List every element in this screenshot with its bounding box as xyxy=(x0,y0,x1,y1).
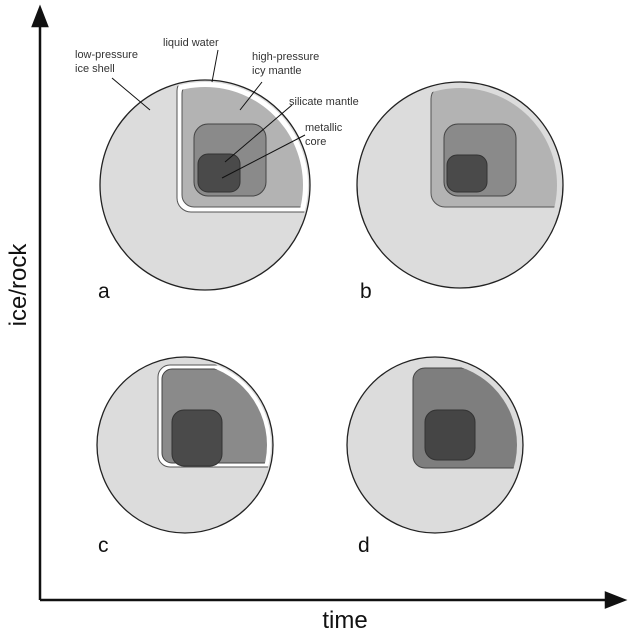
y-axis-label: ice/rock xyxy=(5,243,32,327)
annotation: metallic core xyxy=(305,122,343,148)
panel-label: a xyxy=(98,280,110,303)
panel-label: b xyxy=(360,280,372,303)
body-d xyxy=(346,356,524,534)
annotation: high-pressure icy mantle xyxy=(252,51,319,77)
annotation: silicate mantle xyxy=(289,96,359,108)
annotation-line: ice shell xyxy=(75,63,115,75)
annotation: low-pressure ice shell xyxy=(75,49,138,75)
axes xyxy=(31,4,628,609)
metallic-core xyxy=(171,409,223,467)
annotation-line: icy mantle xyxy=(252,65,302,77)
panel-label: d xyxy=(358,534,370,557)
body-b xyxy=(356,81,564,289)
leader xyxy=(211,49,219,83)
leader xyxy=(111,77,151,111)
leader xyxy=(221,134,306,179)
leader xyxy=(224,104,293,163)
annotation: liquid water xyxy=(163,37,219,49)
annotation-line: metallic xyxy=(305,122,343,134)
annotation-line: low-pressure xyxy=(75,49,138,61)
panel-label: c xyxy=(98,534,109,557)
annotation-line: core xyxy=(305,136,326,148)
annotation-line: high-pressure xyxy=(252,51,319,63)
leaders xyxy=(111,49,306,179)
body-a xyxy=(99,79,311,291)
x-arrow xyxy=(604,591,628,609)
leader xyxy=(239,81,263,111)
metallic-core xyxy=(446,154,488,193)
metallic-core xyxy=(197,153,241,193)
body-c xyxy=(96,356,274,534)
y-arrow xyxy=(31,4,49,28)
x-axis-label: time xyxy=(322,607,367,634)
metallic-core xyxy=(424,409,476,461)
